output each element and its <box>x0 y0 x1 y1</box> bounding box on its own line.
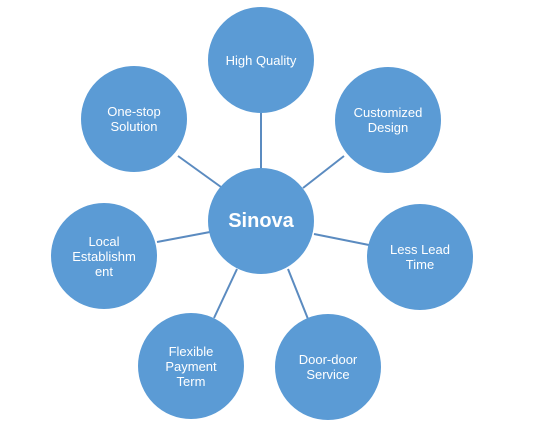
connector-customized-design <box>302 155 345 189</box>
label-local-establishment: Local Establishm ent <box>72 233 136 279</box>
label-high-quality: High Quality <box>225 52 297 68</box>
label-customized-design: Customized Design <box>353 105 423 135</box>
node-center <box>208 168 314 274</box>
label-flexible-payment-term: Flexible Payment Term <box>165 343 217 389</box>
node-one-stop-solution <box>81 66 187 172</box>
node-less-lead-time <box>367 204 473 310</box>
label-door-door-service: Door-door Service <box>298 352 358 382</box>
connector-one-stop-solution <box>177 155 222 188</box>
label-one-stop-solution: One-stop Solution <box>107 104 161 134</box>
label-center: Sinova <box>228 210 294 232</box>
label-less-lead-time: Less Lead Time <box>390 242 450 272</box>
connector-flexible-payment-term <box>213 268 238 319</box>
node-flexible-payment-term <box>138 313 244 419</box>
node-door-door-service <box>275 314 381 420</box>
connector-door-door-service <box>287 268 309 320</box>
node-local-establishment <box>51 203 157 309</box>
connector-less-lead-time <box>313 233 370 246</box>
node-high-quality <box>208 7 314 113</box>
node-customized-design <box>335 67 441 173</box>
connector-local-establishment <box>156 231 211 243</box>
